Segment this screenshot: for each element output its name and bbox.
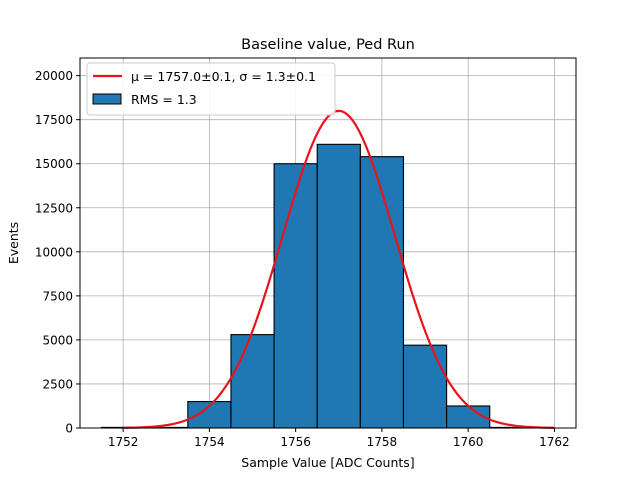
legend-histogram-swatch [92,93,122,105]
x-tick-label: 1756 [280,435,311,449]
x-tick-label: 1758 [367,435,398,449]
y-tick-label: 12500 [35,201,73,215]
y-axis-label: Events [6,222,21,264]
y-tick-label: 20000 [35,69,73,83]
x-axis-label: Sample Value [ADC Counts] [241,455,414,470]
histogram-bar [316,143,361,429]
y-tick-label: 0 [65,422,73,436]
histogram-bar [273,163,318,429]
y-tick-label: 17500 [35,113,73,127]
gaussian-fit-curve [123,109,555,429]
legend-histogram-label: RMS = 1.3 [131,92,197,107]
plot-frame [79,57,577,429]
x-tick-label: 1760 [453,435,484,449]
y-tick-label: 10000 [35,245,73,259]
y-tick-label: 5000 [42,333,73,347]
legend: μ = 1757.0±0.1, σ = 1.3±0.1 RMS = 1.3 [86,62,336,116]
y-tick-label: 2500 [42,377,73,391]
legend-box [86,62,336,116]
histogram-bars [101,143,534,429]
y-tick-label: 15000 [35,157,73,171]
x-tick-label: 1752 [108,435,139,449]
histogram-bar [359,156,405,429]
fit-curve-group [123,109,555,429]
histogram-bar [402,344,448,429]
x-tick-label: 1762 [539,435,570,449]
chart-title: Baseline value, Ped Run [241,37,415,53]
axes: 1752 1754 1756 1758 1760 1762 0 2500 5000 7500 100… [35,69,570,449]
legend-fit-label: μ = 1757.0±0.1, σ = 1.3±0.1 [131,69,316,84]
x-tick-label: 1754 [194,435,225,449]
y-tick-label: 7500 [42,289,73,303]
histogram-bar [230,334,275,429]
